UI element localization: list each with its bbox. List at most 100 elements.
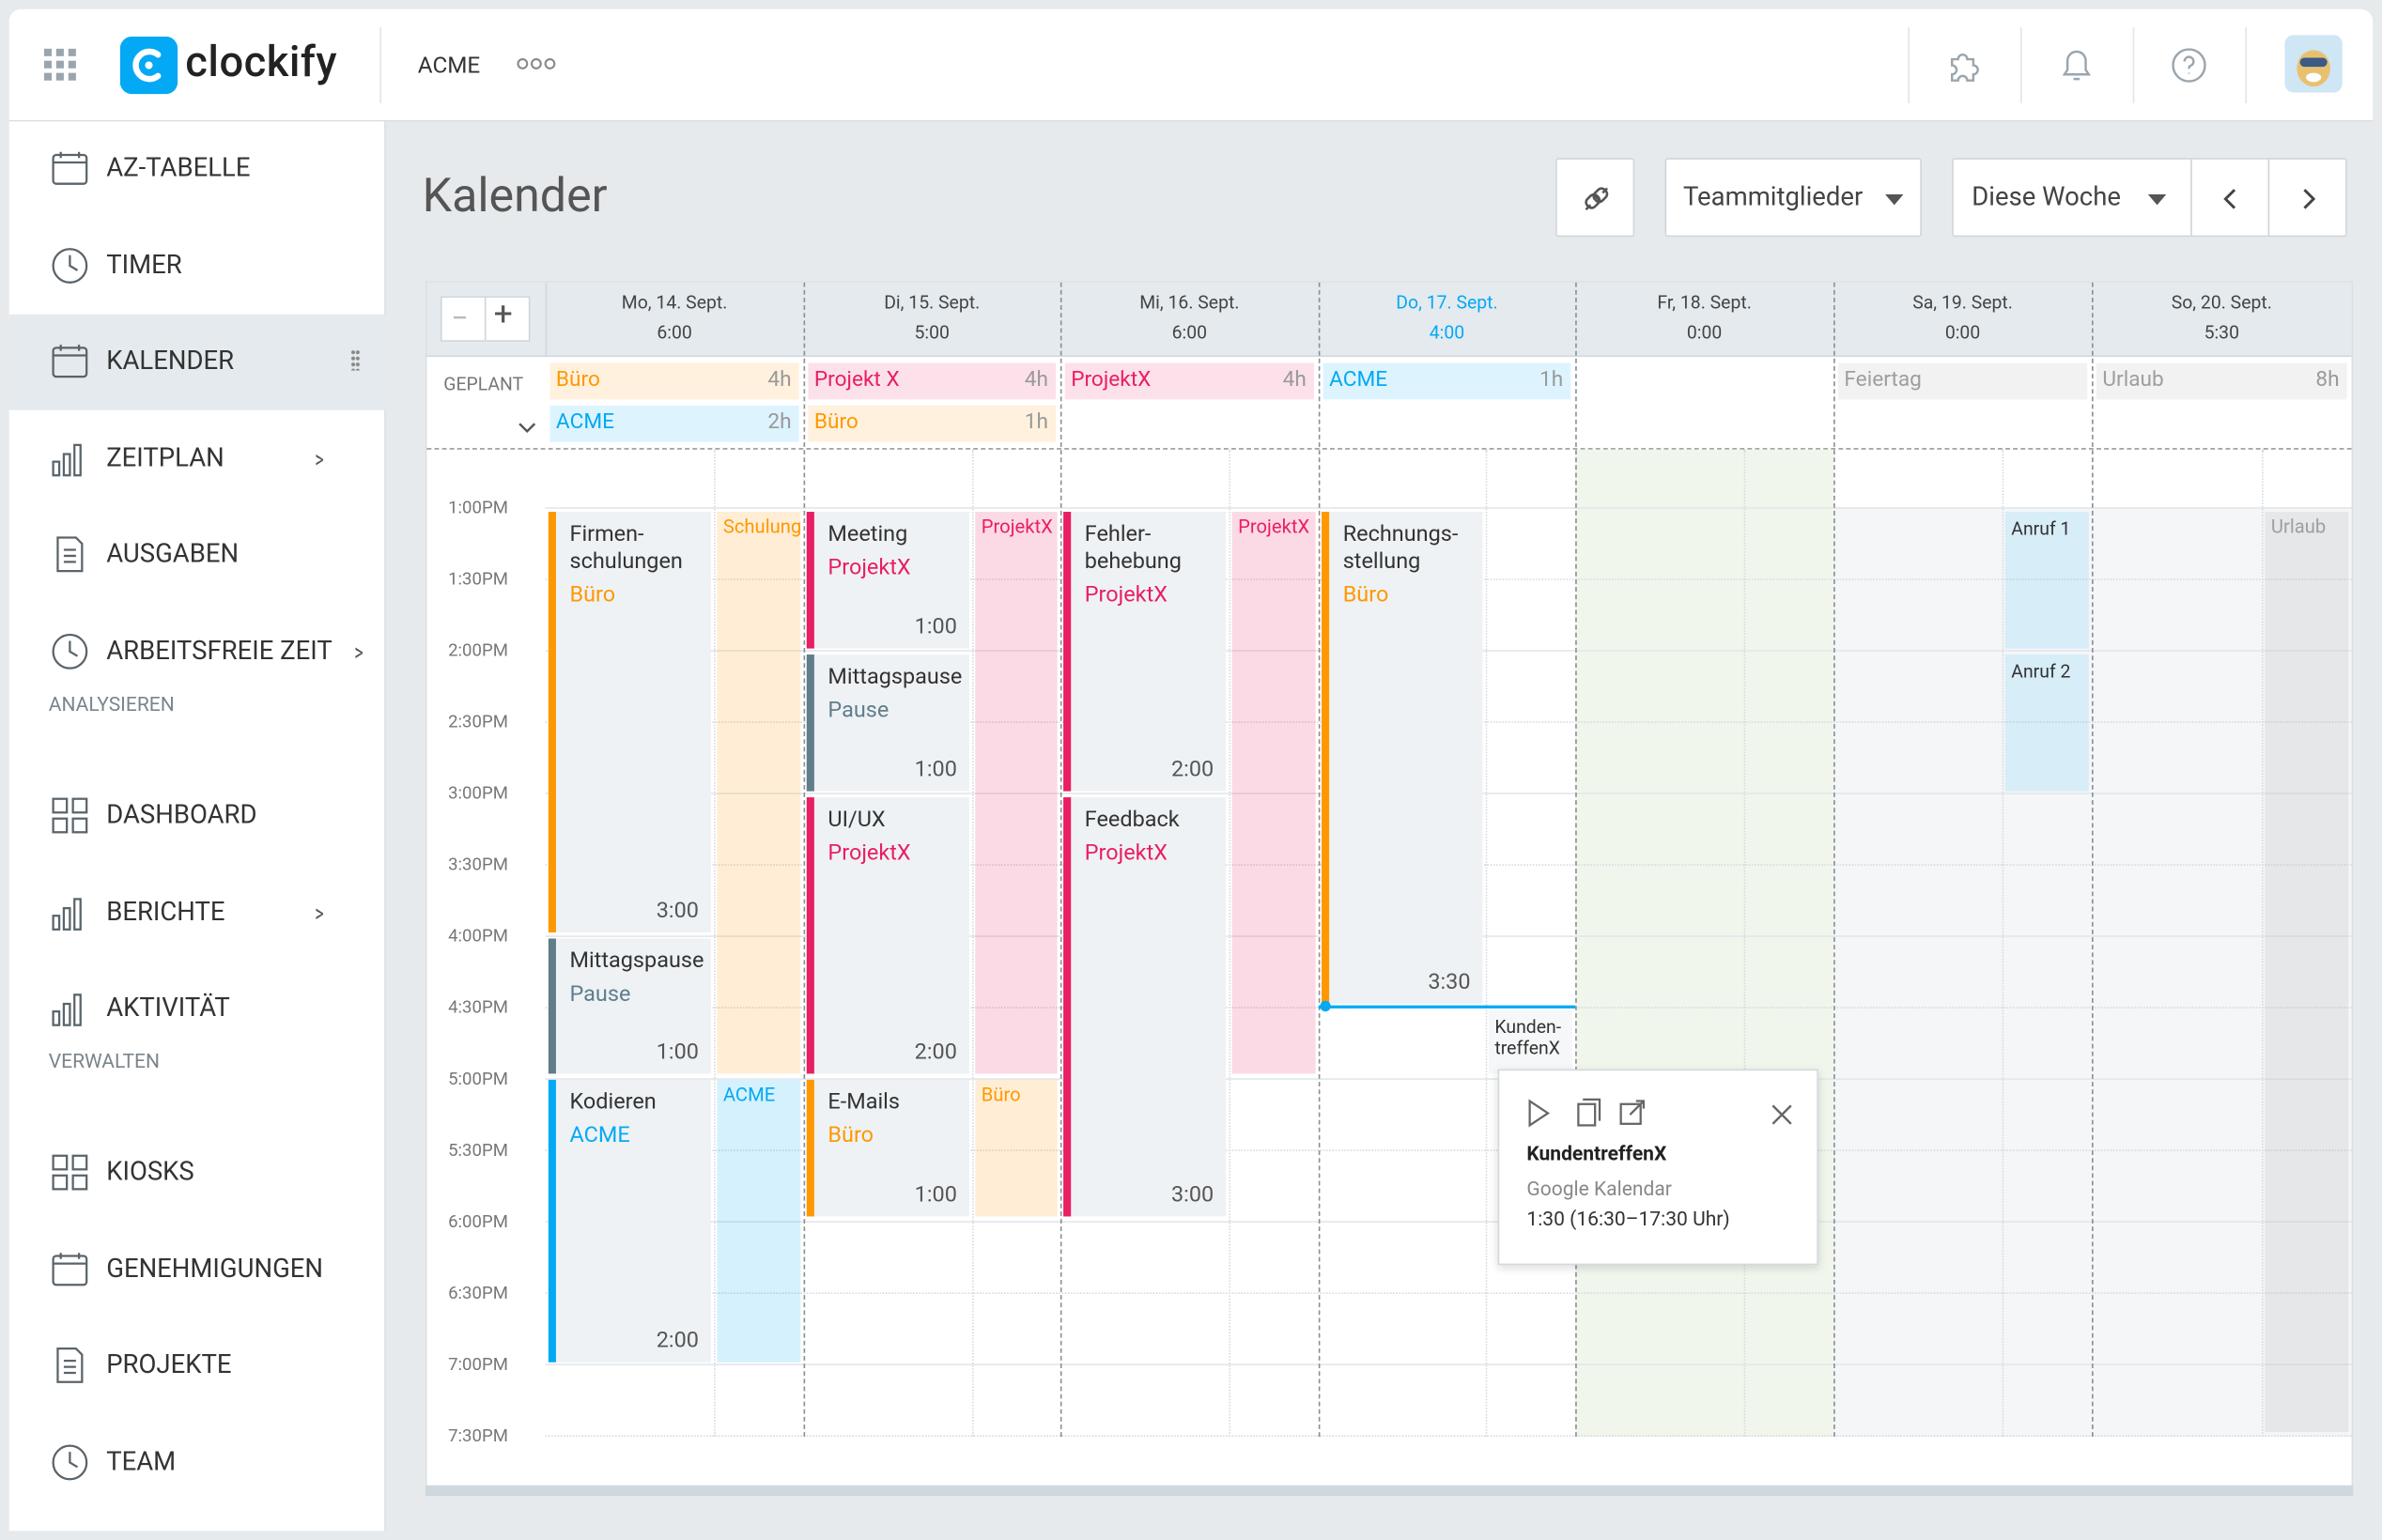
planned-hours: 4h (767, 367, 792, 393)
side-block[interactable]: ProjektX (1231, 512, 1316, 1074)
time-entry[interactable]: UI/UX ProjektX 2:00 (806, 797, 969, 1074)
topbar (8, 8, 2374, 122)
collapse-icon[interactable] (518, 423, 536, 435)
bell-icon[interactable] (2060, 46, 2094, 85)
divider (2245, 27, 2247, 103)
popup-title: KundentreffenX (1526, 1143, 1667, 1167)
button-label: Teammitglieder (1682, 182, 1864, 213)
time-label: 5:00PM (448, 1067, 508, 1089)
side-block[interactable]: ProjektX (975, 512, 1058, 1074)
time-entry[interactable]: E-Mails Büro 1:00 (806, 1079, 969, 1217)
nav-item[interactable]: TIMER (106, 250, 182, 281)
popup-actions[interactable] (1524, 1097, 1661, 1131)
planned-item[interactable]: ProjektX 4h (1064, 362, 1314, 400)
planned-item[interactable]: Projekt X 4h (808, 362, 1057, 400)
time-entry[interactable]: Kodieren ACME 2:00 (548, 1079, 711, 1363)
time-entry[interactable]: Firmen- schulungen Büro 3:00 (548, 512, 711, 933)
nav-item[interactable]: AZ-TABELLE (106, 153, 251, 184)
side-block[interactable]: Kunden- treffenX (1488, 1009, 1572, 1074)
more-icon[interactable] (517, 57, 556, 69)
nav-item[interactable]: AUSGABEN (106, 539, 240, 571)
planned-item[interactable]: Büro 1h (808, 405, 1057, 442)
planned-item[interactable]: Büro 4h (549, 362, 799, 400)
side-label: ACME (722, 1084, 776, 1108)
workspace[interactable]: ACME (417, 51, 481, 80)
day-divider (1318, 282, 1321, 1437)
side-block[interactable]: Büro (975, 1079, 1058, 1217)
entry-project: ACME (569, 1122, 630, 1148)
sub-column-line (714, 449, 716, 1437)
time-label: 3:00PM (448, 781, 508, 804)
next-button[interactable] (2267, 158, 2347, 238)
brand: clockify (185, 36, 338, 87)
time-entry[interactable]: Mittagspause Pause 1:00 (806, 654, 969, 792)
range-button[interactable]: Diese Woche (1952, 158, 2192, 238)
time-entry[interactable]: Meeting ProjektX 1:00 (806, 512, 969, 649)
chevron-left (2223, 189, 2236, 209)
nav-item[interactable]: ZEITPLAN (106, 442, 224, 474)
sync-button[interactable] (1555, 158, 1635, 238)
close-icon[interactable] (1771, 1104, 1793, 1126)
day-total: 4:00 (1429, 321, 1465, 344)
planned-hours: 4h (1024, 367, 1048, 393)
nav-item[interactable]: ARBEITSFREIE ZEIT (106, 636, 333, 667)
nav-item[interactable]: GENEHMIGUNGEN (106, 1254, 324, 1285)
planned-hours: 1h (1024, 409, 1048, 435)
caret (1885, 194, 1904, 206)
entry-project: ProjektX (1084, 839, 1168, 866)
planned-item[interactable]: Urlaub 8h (2096, 362, 2347, 400)
avatar[interactable] (2284, 35, 2343, 93)
time-entry[interactable]: Mittagspause Pause 1:00 (548, 938, 711, 1074)
time-entry[interactable]: Feedback ProjektX 3:00 (1063, 797, 1227, 1217)
entry-duration: 1:00 (914, 756, 957, 782)
apps-icon[interactable] (43, 48, 78, 83)
nav-item[interactable]: DASHBOARD (106, 800, 257, 831)
entry-duration: 3:30 (1428, 968, 1471, 995)
extension-icon[interactable] (1946, 47, 1983, 84)
entry-title: Feedback (1084, 806, 1180, 833)
day-label: So, 20. Sept. (2171, 291, 2272, 314)
entry-duration: 2:00 (1170, 756, 1214, 782)
nav-item[interactable]: KALENDER (106, 346, 235, 377)
divider (1908, 27, 1910, 103)
time-label: 7:30PM (448, 1424, 508, 1446)
time-entry[interactable]: Rechnungs- stellung Büro 3:30 (1322, 512, 1483, 1005)
nav-item[interactable]: BERICHTE (106, 897, 225, 928)
nav-item[interactable]: AKTIVITÄT (106, 993, 230, 1024)
grid-line (545, 1363, 2352, 1365)
side-block[interactable]: Urlaub (2265, 512, 2349, 1433)
nav-icon (52, 797, 88, 834)
planned-item[interactable]: ACME 2h (549, 405, 799, 442)
nav-item[interactable]: KIOSKS (106, 1157, 194, 1189)
sub-column-line (2262, 449, 2264, 1437)
nav-item[interactable]: PROJEKTE (106, 1350, 232, 1381)
nav-item[interactable]: TEAM (106, 1447, 177, 1478)
day-total: 5:00 (914, 321, 950, 344)
side-label: Urlaub (2270, 516, 2327, 540)
side-block[interactable]: ACME (717, 1079, 801, 1363)
side-block[interactable]: Anruf 1 (2004, 512, 2089, 649)
members-button[interactable]: Teammitglieder (1664, 158, 1922, 238)
prev-button[interactable] (2190, 158, 2270, 238)
time-label: 3:30PM (448, 853, 508, 875)
nav-icon (52, 633, 88, 670)
entry-project: Büro (1342, 581, 1389, 608)
side-block[interactable]: Schulung (717, 512, 801, 1074)
popup-source: Google Kalendar (1526, 1178, 1672, 1202)
active-item (8, 315, 386, 410)
nav-arrow: > (315, 444, 324, 474)
grid-line (545, 1078, 2352, 1080)
section-label: VERWALTEN (48, 1051, 160, 1074)
day-total: 0:00 (1944, 321, 1981, 344)
page-title: Kalender (422, 166, 608, 223)
nav-icon (52, 1444, 88, 1481)
time-entry[interactable]: Fehler- behebung ProjektX 2:00 (1063, 512, 1227, 792)
side-block[interactable]: Anruf 2 (2004, 654, 2089, 792)
planned-item[interactable]: ACME 1h (1322, 362, 1571, 400)
header-row (426, 282, 2352, 358)
day-divider (545, 282, 548, 358)
planned-item[interactable]: Feiertag (1837, 362, 2088, 400)
day-divider (2092, 282, 2094, 1437)
help-icon[interactable] (2171, 47, 2207, 84)
entry-title: Kodieren (569, 1088, 657, 1116)
